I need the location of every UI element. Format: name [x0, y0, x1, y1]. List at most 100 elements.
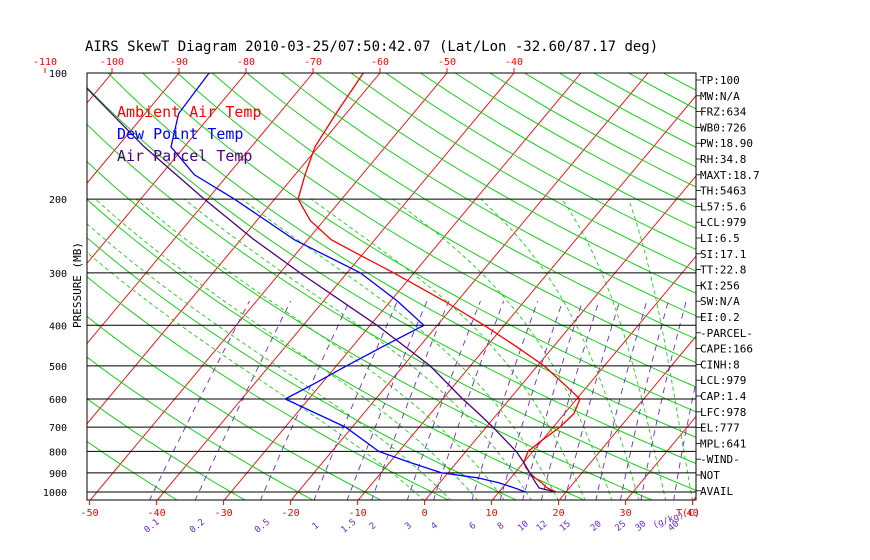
dry-adiabat-line: [385, 73, 696, 250]
sounding-index-label: SI:17.1: [700, 248, 746, 261]
dry-adiabat-line: [87, 276, 450, 500]
moist-adiabat-line: [561, 198, 667, 500]
top-temp-label: -70: [304, 57, 322, 68]
sounding-index-label: CINH:8: [700, 358, 740, 371]
isotherm-line: [558, 335, 696, 500]
pressure-tick-label: 1000: [43, 488, 67, 499]
mixing-ratio-label: 8: [496, 521, 507, 532]
dry-adiabat-line: [87, 86, 696, 464]
dry-adiabat-line: [454, 73, 696, 208]
y-axis-label: PRESSURE (MB): [71, 242, 84, 328]
top-temp-label: -100: [100, 57, 124, 68]
pressure-tick-label: 800: [49, 447, 67, 458]
bottom-temp-label: -40: [148, 508, 166, 519]
top-temp-label: -60: [371, 57, 389, 68]
sounding-index-label: MAXT:18.7: [700, 169, 760, 182]
bottom-temp-label: 30: [620, 508, 632, 519]
dry-adiabat-line: [87, 440, 178, 500]
sounding-index-label: TP:100: [700, 74, 740, 87]
isotherm-line: [0, 73, 45, 501]
dry-adiabat-line: [87, 315, 382, 500]
mixing-ratio-label: 10: [516, 519, 531, 534]
sounding-index-label: -PARCEL-: [700, 327, 753, 340]
mixing-ratio-line: [499, 300, 564, 500]
mixing-ratio-label: 15: [558, 519, 573, 534]
bottom-temp-label: 20: [553, 508, 565, 519]
sounding-index-label: FRZ:634: [700, 106, 747, 119]
mixing-ratio-label: 20: [589, 519, 604, 534]
bottom-temp-label: -50: [81, 508, 99, 519]
dry-adiabat-line: [524, 73, 696, 168]
mixing-ratio-line: [540, 300, 600, 500]
sounding-index-label: LCL:979: [700, 374, 746, 387]
isotherm-line: [827, 73, 870, 501]
sounding-index-label: MPL:641: [700, 437, 746, 450]
ambient-air-temp-series: [297, 73, 581, 493]
moist-adiabat-line: [628, 198, 693, 500]
moist-adiabat-line: [87, 251, 425, 500]
mixing-ratio-label: 1.5: [339, 517, 358, 535]
sounding-index-label: PW:18.90: [700, 137, 753, 150]
pressure-tick-label: 200: [49, 195, 67, 206]
dry-adiabat-line: [87, 356, 314, 500]
chart-title: AIRS SkewT Diagram 2010-03-25/07:50:42.0…: [85, 39, 658, 55]
plot-frame: [86, 72, 697, 501]
sounding-index-label: MW:N/A: [700, 90, 740, 103]
moist-adiabat-line: [87, 223, 452, 500]
mixing-ratio-label: 12: [535, 519, 550, 534]
dry-adiabat-line: [211, 73, 696, 364]
isotherm-line: [87, 73, 180, 184]
bottom-temp-label: -10: [349, 508, 367, 519]
top-temp-label: -50: [438, 57, 456, 68]
dry-adiabat-line: [246, 73, 696, 340]
mixing-ratio-line: [595, 300, 648, 500]
dry-adiabat-line: [142, 73, 696, 413]
top-temp-label: -110: [33, 57, 57, 68]
sounding-index-label: TT:22.8: [700, 264, 746, 277]
dry-adiabat-line: [281, 73, 696, 317]
bottom-temp-label: 0: [422, 508, 428, 519]
dry-adiabat-line: [107, 73, 696, 438]
mixing-ratio-label: 0.1: [143, 517, 162, 535]
sounding-index-label: EI:0.2: [700, 311, 740, 324]
isotherm-line: [89, 73, 448, 500]
top-temp-label: -90: [170, 57, 188, 68]
pressure-tick-label: 400: [49, 321, 67, 332]
sounding-index-label: CAPE:166: [700, 343, 753, 356]
bottom-temp-label: -20: [282, 508, 300, 519]
isotherm-line: [87, 73, 381, 425]
moist-adiabat-line: [241, 198, 559, 500]
pressure-tick-label: 900: [49, 469, 67, 480]
mixing-ratio-line: [564, 300, 621, 500]
mixing-ratio-line: [640, 300, 687, 500]
pressure-tick-label: 100: [49, 69, 67, 80]
pressure-tick-label: 700: [49, 423, 67, 434]
mixing-ratio-label: 6: [468, 521, 479, 532]
isotherm-line: [223, 73, 582, 500]
bottom-temp-label: 40: [687, 508, 699, 519]
dew-point-temp-series: [170, 73, 527, 493]
sounding-index-label: TH:5463: [700, 185, 746, 198]
isotherm-line: [87, 73, 314, 345]
isotherm-line: [424, 175, 696, 500]
mixing-ratio-label: 4: [430, 521, 441, 532]
isotherm-line: [87, 73, 247, 265]
mixing-ratio-line: [259, 300, 350, 500]
moist-adiabat-line: [184, 198, 532, 500]
isotherm-line: [156, 73, 515, 500]
mixing-ratio-label: 2: [368, 521, 379, 532]
pressure-tick-label: 500: [49, 362, 67, 373]
top-temp-label: -40: [505, 57, 523, 68]
sounding-index-label: AVAIL: [700, 485, 733, 498]
legend-entry: Air Parcel Temp: [117, 147, 252, 165]
sounding-index-label: L57:5.6: [700, 200, 746, 213]
mixing-ratio-label: 0.2: [188, 517, 207, 535]
isotherm-line: [87, 73, 113, 104]
pressure-tick-label: 300: [49, 269, 67, 280]
dry-adiabat-line: [316, 73, 696, 294]
moist-adiabat-line: [480, 198, 640, 500]
moist-adiabat-line: [95, 198, 478, 500]
moist-adiabat-line: [135, 198, 505, 500]
sounding-index-label: KI:256: [700, 279, 740, 292]
